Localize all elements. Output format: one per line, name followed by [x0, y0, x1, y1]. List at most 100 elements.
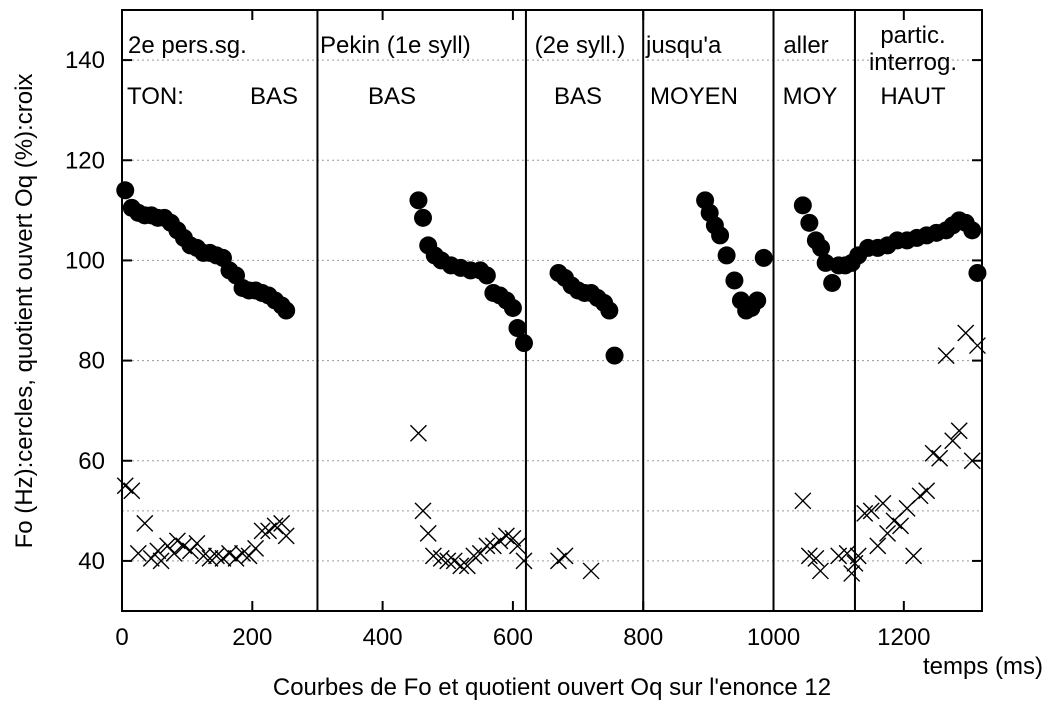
- oq-point: [478, 537, 496, 555]
- grid-lines: [122, 59, 982, 562]
- oq-point: [843, 564, 861, 582]
- y-tick-label: 140: [65, 47, 105, 74]
- oq-point: [905, 547, 923, 565]
- oq-point: [856, 504, 874, 522]
- oq-point: [944, 432, 962, 450]
- oq-point: [452, 557, 470, 575]
- fo-point: [711, 226, 730, 245]
- oq-point: [194, 547, 212, 565]
- oq-point: [277, 527, 295, 545]
- oq-point: [414, 502, 432, 520]
- y-tick-label: 40: [78, 548, 105, 575]
- oq-point: [849, 547, 867, 565]
- oq-point: [152, 552, 170, 570]
- fo-point: [968, 263, 987, 282]
- fo-point: [508, 319, 527, 338]
- fo-point: [812, 238, 831, 257]
- oq-point: [497, 527, 515, 545]
- segment-label: interrog.: [869, 49, 957, 76]
- x-tick-label: 1200: [877, 624, 930, 651]
- fo-point: [725, 271, 744, 290]
- fo-point: [717, 246, 736, 265]
- oq-point: [811, 562, 829, 580]
- oq-point: [129, 544, 147, 562]
- oq-point: [800, 547, 818, 565]
- x-tick-label: 1000: [747, 624, 800, 651]
- oq-point: [794, 492, 812, 510]
- fo-point: [963, 221, 982, 240]
- fo-point: [277, 301, 296, 320]
- oq-point: [874, 494, 892, 512]
- oq-point: [950, 422, 968, 440]
- x-tick-label: 200: [232, 624, 272, 651]
- oq-point: [807, 549, 825, 567]
- oq-point: [439, 552, 457, 570]
- oq-point: [504, 529, 522, 547]
- x-axis-unit-label: temps (ms): [923, 653, 1043, 680]
- oq-point: [515, 552, 533, 570]
- segment-labels: 2e pers.sg. TON: BAS Pekin (1e syll) BAS (2e …: [127, 22, 957, 110]
- oq-point: [240, 547, 258, 565]
- oq-point: [862, 502, 880, 520]
- oq-point: [149, 542, 167, 560]
- oq-point: [838, 544, 856, 562]
- oq-point: [918, 482, 936, 500]
- oq-point: [968, 337, 986, 355]
- segment-label: BAS: [368, 83, 416, 110]
- oq-point: [247, 539, 265, 557]
- fo-point: [600, 301, 619, 320]
- oq-point: [937, 347, 955, 365]
- oq-point: [465, 547, 483, 565]
- oq-point: [963, 452, 981, 470]
- oq-point: [508, 537, 526, 555]
- segment-label: MOY: [783, 83, 838, 110]
- x-tick-label: 600: [493, 624, 533, 651]
- oq-point: [892, 517, 910, 535]
- oq-point: [931, 449, 949, 467]
- plot-frame: [121, 9, 983, 612]
- y-tick-label: 60: [78, 448, 105, 475]
- fo-point: [800, 213, 819, 232]
- oq-point: [181, 542, 199, 560]
- oq-point: [165, 544, 183, 562]
- oq-point: [234, 544, 252, 562]
- oq-point: [188, 534, 206, 552]
- fo-point: [409, 191, 428, 210]
- y-tick-label: 100: [65, 247, 105, 274]
- segment-label: jusqu'a: [645, 32, 722, 59]
- oq-point: [471, 544, 489, 562]
- fo-point: [793, 196, 812, 215]
- oq-point: [123, 482, 141, 500]
- oq-point: [879, 524, 897, 542]
- oq-point: [582, 562, 600, 580]
- oq-point: [409, 424, 427, 442]
- segment-label: aller: [783, 32, 828, 59]
- oq-point: [201, 549, 219, 567]
- fo-point: [605, 346, 624, 365]
- fo-point: [748, 291, 767, 310]
- segment-label: Pekin (1e syll): [320, 32, 471, 59]
- y-tick-label: 80: [78, 348, 105, 375]
- x-tick-label: 800: [623, 624, 663, 651]
- fo-point: [414, 208, 432, 227]
- segment-boundaries: [316, 10, 856, 611]
- oq-point: [273, 514, 291, 532]
- fo-point: [754, 248, 773, 267]
- fo-point: [477, 266, 496, 285]
- segment-label: MOYEN: [650, 83, 738, 110]
- x-axis-title: Courbes de Fo et quotient ouvert Oq sur …: [273, 674, 831, 701]
- oq-point: [266, 517, 284, 535]
- x-tick-label: 0: [115, 624, 128, 651]
- oq-point: [869, 537, 887, 555]
- fo-point: [503, 298, 522, 317]
- segment-label: partic.: [880, 22, 945, 49]
- segment-label: BAS: [554, 83, 602, 110]
- fo-point: [514, 334, 533, 353]
- segment-label: (2e syll.): [535, 32, 626, 59]
- oq-point: [419, 524, 437, 542]
- segment-label: HAUT: [880, 83, 946, 110]
- axis-ticks: 40 60 80 100 120 140 0 200 400 600 800 1000 1200: [65, 10, 982, 651]
- fo-point: [823, 273, 842, 292]
- x-tick-label: 400: [363, 624, 403, 651]
